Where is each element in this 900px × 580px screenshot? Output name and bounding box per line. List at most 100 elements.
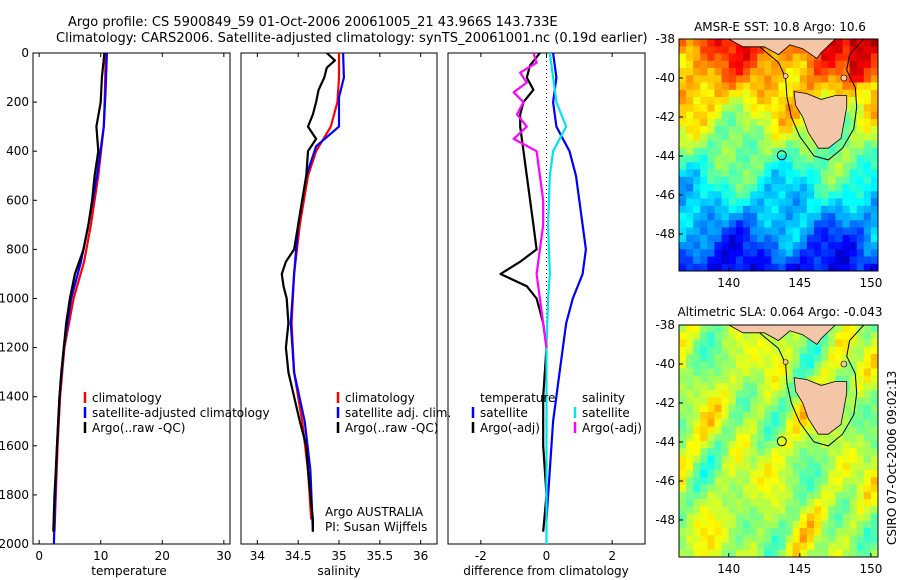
map-cell (764, 332, 772, 341)
map-cell (721, 412, 730, 420)
map-cell (849, 256, 858, 265)
map-cell (728, 68, 737, 76)
map-cell (835, 89, 844, 98)
map-cell (686, 176, 694, 185)
map-cell (863, 191, 872, 200)
map-cell (707, 249, 716, 258)
map-cell (679, 227, 687, 236)
map-cell (693, 506, 701, 515)
map-cell (728, 126, 737, 134)
header-line2: Climatology: CARS2006. Satellite-adjuste… (56, 31, 648, 46)
map-cell (686, 397, 694, 406)
map-cell (799, 263, 808, 271)
map-cell (785, 462, 794, 471)
map-cell (870, 111, 878, 120)
map-cell (735, 111, 744, 120)
map-cell (842, 368, 851, 377)
map-cell (735, 118, 744, 127)
map-cell (821, 535, 829, 544)
map-cell (785, 220, 794, 229)
map-cell (778, 412, 787, 420)
map-cell (679, 256, 687, 265)
map-cell (814, 82, 822, 91)
map-cell (842, 242, 851, 250)
map-cell (700, 339, 708, 348)
map-cell (743, 169, 751, 178)
map-cell (792, 506, 801, 515)
map-cell (814, 520, 822, 529)
map-cell (686, 499, 694, 507)
y-tick-label: 800 (6, 242, 29, 256)
map-cell (863, 53, 872, 62)
map-cell (785, 520, 794, 529)
map-cell (721, 53, 730, 62)
map-cell (778, 506, 787, 515)
sla-map-title: Altimetric SLA: 0.064 Argo: -0.043 (677, 305, 882, 319)
map-cell (849, 470, 858, 478)
map-cell (693, 147, 701, 156)
map-cell (750, 346, 758, 355)
map-cell (728, 140, 737, 149)
map-cell (778, 169, 787, 178)
map-cell (778, 455, 787, 464)
map-cell (721, 213, 730, 221)
map-cell (870, 354, 878, 362)
map-cell (735, 354, 744, 362)
map-cell (828, 184, 836, 192)
map-cell (750, 205, 758, 214)
map-cell (828, 448, 836, 457)
map-cell (785, 513, 794, 522)
map-cell (700, 441, 708, 449)
map-cell (785, 242, 794, 250)
map-cell (721, 249, 730, 258)
map-cell (743, 191, 751, 200)
map-cell (792, 249, 801, 258)
map-cell (863, 213, 872, 221)
map-cell (679, 169, 687, 178)
map-cell (679, 520, 687, 529)
map-cell (700, 126, 708, 134)
map-cell (714, 242, 723, 250)
map-cell (870, 506, 878, 515)
king-island (782, 359, 789, 365)
map-cell (842, 155, 851, 163)
map-cell (721, 433, 730, 442)
map-cell (856, 263, 865, 271)
map-cell (778, 397, 787, 406)
map-cell (870, 477, 878, 486)
map-cell (821, 60, 829, 69)
map-cell (792, 477, 801, 486)
map-cell (863, 249, 872, 258)
map-cell (778, 198, 787, 207)
map-cell (700, 426, 708, 435)
map-cell (764, 198, 772, 207)
map-cell (679, 147, 687, 156)
map-cell (785, 213, 794, 221)
map-cell (714, 82, 723, 91)
map-cell (870, 484, 878, 493)
map-cell (750, 535, 758, 544)
map-cell (693, 234, 701, 243)
map-cell (806, 140, 815, 149)
map-cell (842, 426, 851, 435)
map-cell (679, 412, 687, 420)
map-cell (863, 155, 872, 163)
map-cell (707, 60, 716, 69)
map-cell (764, 68, 772, 76)
map-cell (743, 368, 751, 377)
map-cell (686, 82, 694, 91)
map-cell (721, 46, 730, 55)
map-cell (821, 220, 829, 229)
map-cell (679, 75, 687, 84)
map-cell (700, 162, 708, 171)
salinity-legend: climatology satellite adj. clim. Argo(..… (325, 391, 451, 534)
map-cell (799, 441, 808, 449)
map-cell (870, 368, 878, 377)
map-cell (835, 441, 844, 449)
map-cell (686, 184, 694, 192)
map-cell (870, 513, 878, 522)
map-cell (693, 390, 701, 399)
map-cell (835, 513, 844, 522)
map-cell (728, 220, 737, 229)
map-cell (721, 499, 730, 507)
